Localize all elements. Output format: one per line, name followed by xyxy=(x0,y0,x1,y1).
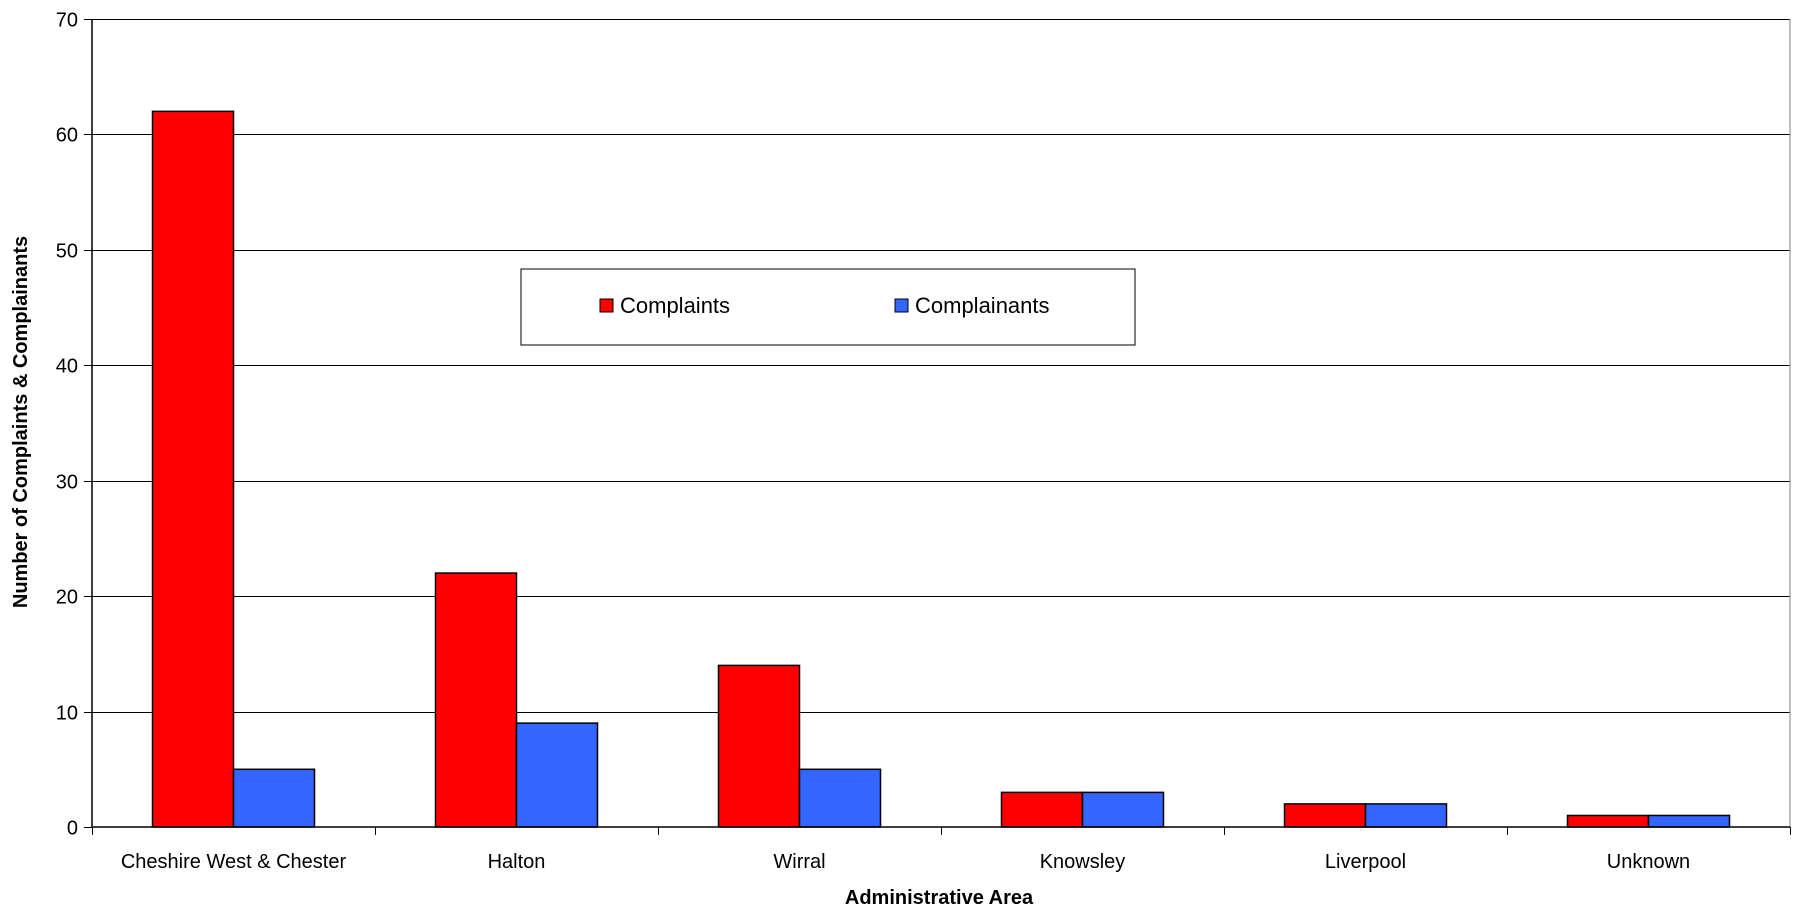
axes xyxy=(84,19,1791,835)
bar-complaints xyxy=(1283,803,1367,828)
tick-labels: 0 10 20 30 40 50 60 70 Cheshire West & Chester Ha… xyxy=(56,10,1690,874)
y-tick-label: 40 xyxy=(56,356,78,378)
bar-complainants xyxy=(515,722,599,828)
legend-swatch-complainants xyxy=(894,298,909,313)
bar-complainants xyxy=(1081,791,1165,828)
x-axis-title: Administrative Area xyxy=(845,887,1034,909)
y-axis-title: Number of Complaints & Complainants xyxy=(10,236,32,608)
bar-complainants xyxy=(1647,814,1731,828)
x-tick-label: Liverpool xyxy=(1325,851,1406,873)
y-tick-label: 20 xyxy=(56,587,78,609)
bar-complaints xyxy=(151,110,235,828)
y-tick-label: 30 xyxy=(56,472,78,494)
legend-label-complainants: Complainants xyxy=(915,293,1050,318)
y-tick-label: 60 xyxy=(56,125,78,147)
x-tick-label: Wirral xyxy=(773,851,825,873)
y-tick-label: 70 xyxy=(56,10,78,32)
legend-swatch-complaints xyxy=(599,298,614,313)
legend-box xyxy=(520,268,1136,346)
y-tick-label: 0 xyxy=(67,818,78,840)
legend-label-complaints: Complaints xyxy=(620,293,730,318)
bar-complaints xyxy=(717,664,801,828)
bar-complaints xyxy=(1000,791,1084,828)
bar-complainants xyxy=(1364,803,1448,828)
bars xyxy=(151,110,1731,828)
gridlines xyxy=(92,19,1790,713)
bar-complainants xyxy=(798,768,882,828)
bar-complainants xyxy=(232,768,316,828)
bar-complaints xyxy=(434,572,518,828)
x-tick-label: Knowsley xyxy=(1040,851,1126,873)
x-tick-label: Unknown xyxy=(1607,851,1690,873)
y-tick-label: 10 xyxy=(56,703,78,725)
legend: Complaints Complainants xyxy=(520,268,1136,346)
x-tick-label: Halton xyxy=(488,851,546,873)
x-tick-label: Cheshire West & Chester xyxy=(121,851,347,873)
bar-complaints xyxy=(1566,814,1650,828)
y-tick-label: 50 xyxy=(56,241,78,263)
